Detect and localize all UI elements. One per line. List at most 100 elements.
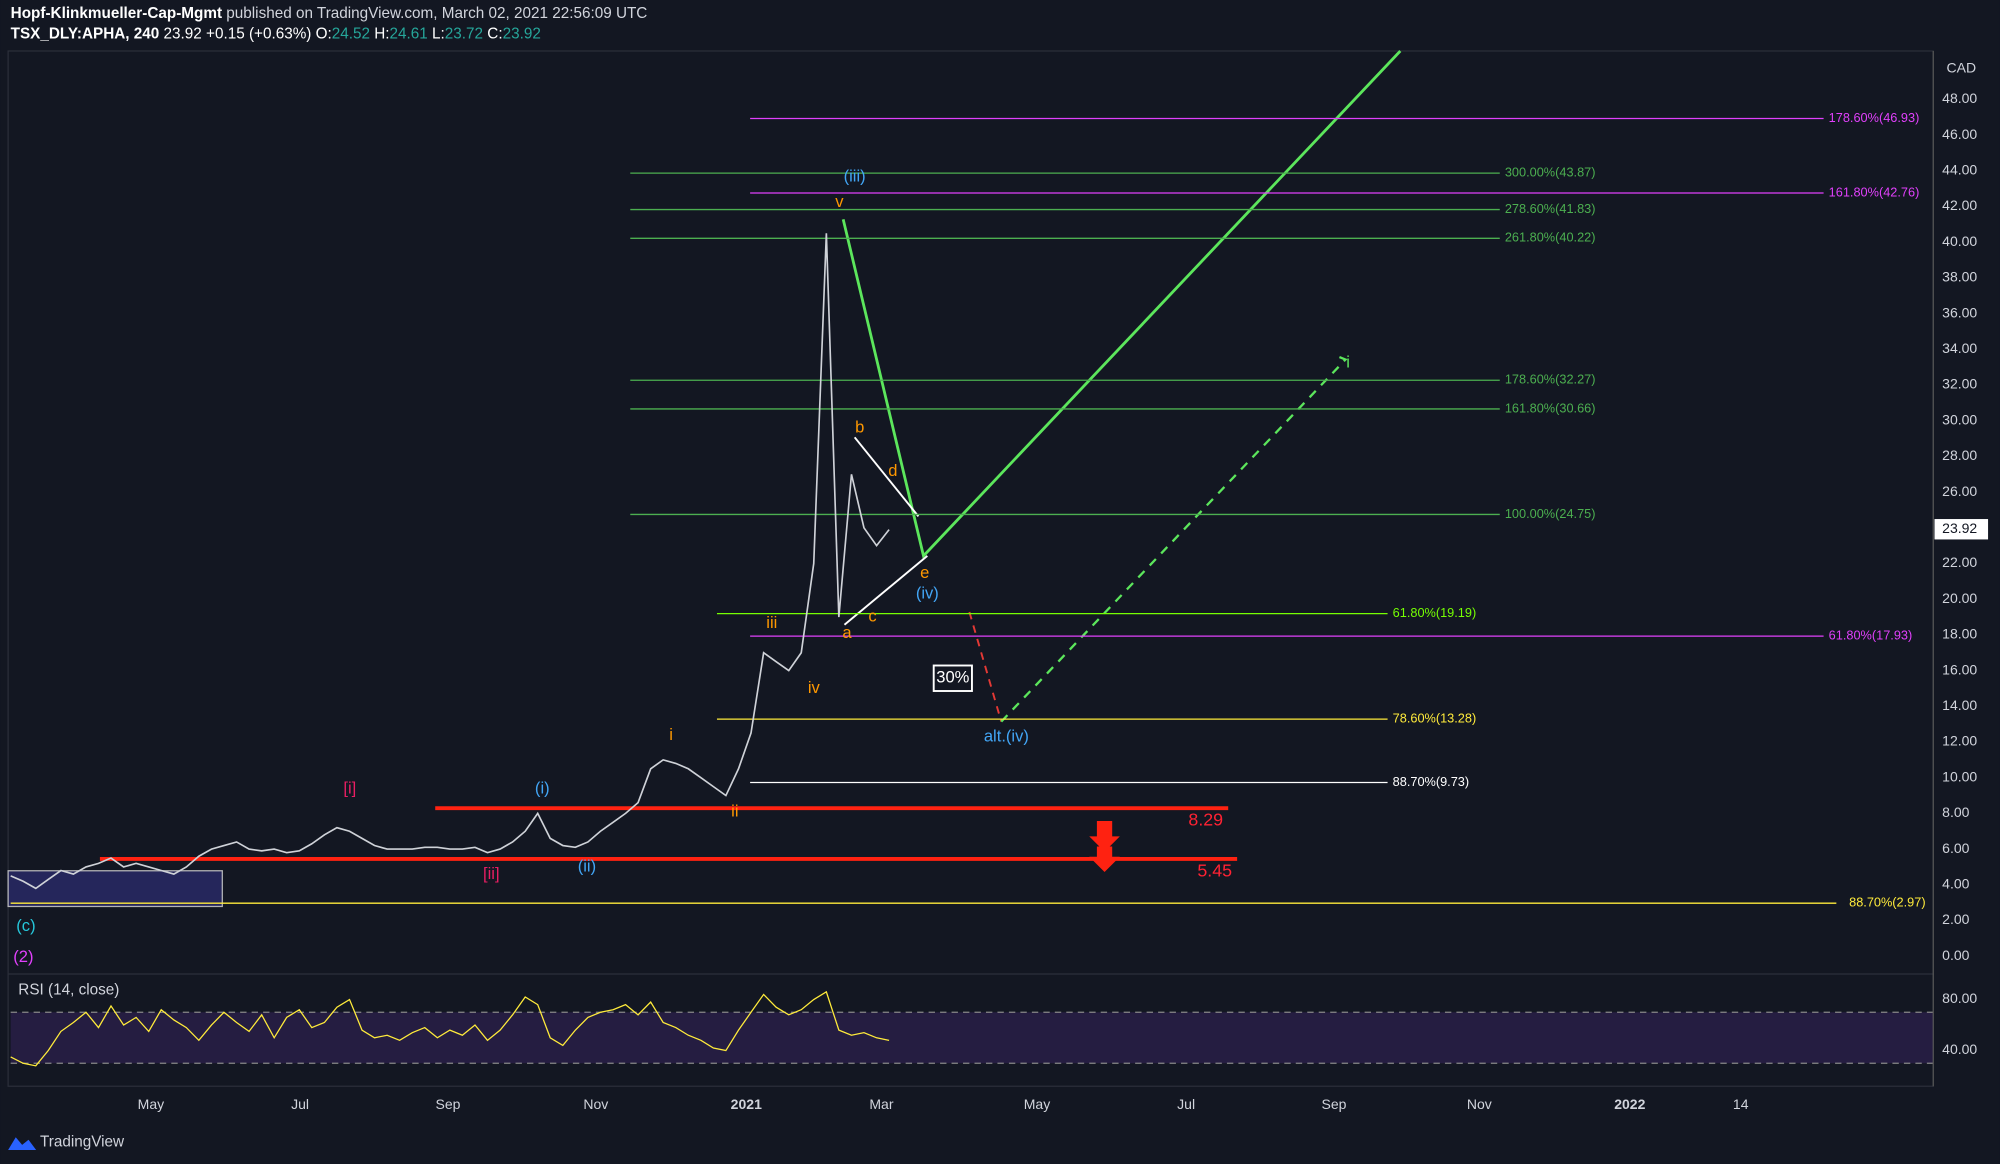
time-tick: Sep (435, 1096, 460, 1112)
o: 24.52 (332, 25, 370, 42)
price-tick: 2.00 (1942, 911, 1969, 927)
fib-label: 61.80%(19.19) (1393, 605, 1477, 620)
time-tick: Jul (1177, 1096, 1195, 1112)
fib-label: 161.80%(42.76) (1829, 184, 1920, 199)
wave-label: [i] (343, 779, 356, 798)
price-tick: 4.00 (1942, 875, 1969, 891)
time-tick: May (138, 1096, 164, 1112)
time-tick: Nov (583, 1096, 608, 1112)
price-tick: 16.00 (1942, 661, 1977, 677)
wave-label: (2) (13, 947, 33, 966)
price-tick: 34.00 (1942, 340, 1977, 356)
fib-label: 100.00%(24.75) (1505, 506, 1596, 521)
logo (8, 1137, 37, 1150)
o-label: O: (316, 25, 332, 42)
price-tick: 36.00 (1942, 304, 1977, 320)
price-tick: 28.00 (1942, 447, 1977, 463)
fib-label: 178.60%(46.93) (1829, 110, 1920, 125)
price-tick: 12.00 (1942, 733, 1977, 749)
fib-label: 300.00%(43.87) (1505, 165, 1596, 180)
wave-label: d (888, 461, 897, 480)
wave-label: v (835, 192, 844, 211)
rsi-tick: 40.00 (1942, 1041, 1977, 1057)
price-tick: 10.00 (1942, 768, 1977, 784)
fib-label: 261.80%(40.22) (1505, 230, 1596, 245)
fib-label: 178.60%(32.27) (1505, 372, 1596, 387)
header-line: Hopf-Klinkmueller-Cap-Mgmt published on … (11, 5, 648, 22)
currency: CAD (1946, 60, 1976, 76)
triangle-top (853, 436, 920, 517)
rsi-band (10, 1012, 1934, 1064)
fib-label: 88.70%(2.97) (1849, 895, 1925, 910)
support-label: 5.45 (1197, 860, 1232, 880)
green-path (841, 50, 1402, 559)
publisher: Hopf-Klinkmueller-Cap-Mgmt (11, 5, 222, 22)
wave-label: c (868, 606, 876, 625)
time-tick: Mar (869, 1096, 893, 1112)
wave-label: (ii) (578, 856, 596, 875)
symbol: TSX_DLY:APHA, 240 (11, 25, 160, 42)
wave-label: ii (731, 801, 738, 820)
wave-label: (i) (535, 779, 550, 798)
price-tick: 14.00 (1942, 697, 1977, 713)
price-tick: 40.00 (1942, 233, 1977, 249)
wave-label: alt.(iv) (984, 726, 1029, 745)
time-tick: Sep (1322, 1096, 1347, 1112)
price-tick: 26.00 (1942, 483, 1977, 499)
time-tick: 2021 (731, 1096, 762, 1112)
h: 24.61 (390, 25, 428, 42)
c: 23.92 (503, 25, 541, 42)
l-label: L: (432, 25, 445, 42)
c-label: C: (487, 25, 502, 42)
wave-label: iii (766, 613, 777, 632)
price-tick: 38.00 (1942, 269, 1977, 285)
published: published on TradingView.com, March 02, … (226, 5, 647, 22)
footer: TradingView (40, 1133, 125, 1150)
wave-label: iv (808, 678, 821, 697)
last: 23.92 (164, 25, 202, 42)
wave-label: i (669, 725, 673, 744)
wave-label: 30% (936, 668, 969, 687)
time-tick: May (1024, 1096, 1050, 1112)
time-tick: 14 (1733, 1096, 1749, 1112)
wave-label: (iv) (916, 583, 939, 602)
price-tick: 8.00 (1942, 804, 1969, 820)
time-tick: Jul (291, 1096, 309, 1112)
current-price: 23.92 (1942, 520, 1977, 536)
h-label: H: (374, 25, 389, 42)
time-tick: Nov (1467, 1096, 1492, 1112)
current-price-box (1934, 519, 1989, 540)
fib-label: 61.80%(17.93) (1829, 628, 1913, 643)
support-label: 8.29 (1188, 810, 1223, 830)
wave-label: a (842, 623, 852, 642)
l: 23.72 (445, 25, 483, 42)
wave-label: i (1346, 353, 1350, 372)
symbol-line: TSX_DLY:APHA, 240 23.92 +0.15 (+0.63%) O… (11, 25, 541, 42)
price-tick: 46.00 (1942, 126, 1977, 142)
green-dash (1000, 353, 1348, 723)
fib-label: 161.80%(30.66) (1505, 400, 1596, 415)
price-tick: 42.00 (1942, 197, 1977, 213)
time-tick: 2022 (1614, 1096, 1645, 1112)
rsi-tick: 80.00 (1942, 990, 1977, 1006)
price-tick: 0.00 (1942, 947, 1969, 963)
box (932, 664, 973, 692)
price-tick: 6.00 (1942, 840, 1969, 856)
fib-label: 88.70%(9.73) (1393, 774, 1469, 789)
price-tick: 20.00 (1942, 590, 1977, 606)
price-tick: 30.00 (1942, 411, 1977, 427)
wave-label: [ii] (483, 864, 500, 883)
rsi-line (10, 990, 890, 1067)
base-box (7, 870, 223, 908)
change: +0.15 (+0.63%) (206, 25, 311, 42)
fib-label: 278.60%(41.83) (1505, 201, 1596, 216)
price-tick: 48.00 (1942, 90, 1977, 106)
wave-label: (iii) (844, 167, 866, 186)
price-tick: 18.00 (1942, 626, 1977, 642)
price-tick: 32.00 (1942, 376, 1977, 392)
red-dash (968, 611, 1003, 722)
price-tick: 44.00 (1942, 162, 1977, 178)
wave-label: b (855, 418, 864, 437)
